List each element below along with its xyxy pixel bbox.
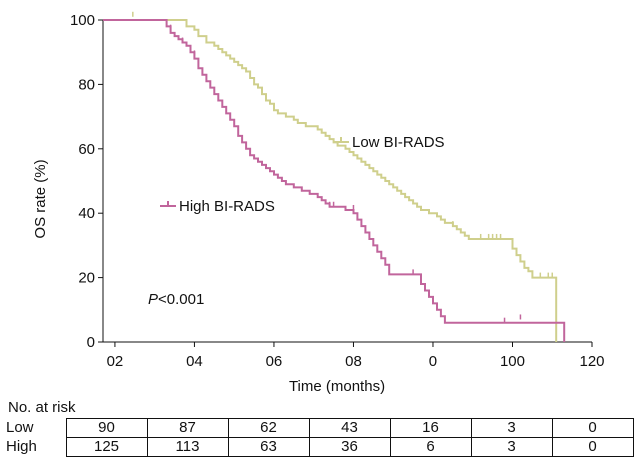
risk-cell: 87 — [146, 418, 229, 438]
x-ticks: 02 04 06 08 0 100 120 — [107, 342, 605, 370]
risk-cell: 113 — [146, 437, 229, 457]
series-layer — [103, 11, 566, 342]
risk-table-title: No. at risk — [8, 399, 76, 416]
risk-row-label: High — [6, 438, 37, 455]
x-tick-label: 0 — [429, 353, 437, 370]
risk-cell: 43 — [308, 418, 391, 438]
x-axis: 02 04 06 08 0 100 120 — [103, 341, 605, 370]
y-axis: 0 20 40 60 80 100 — [70, 12, 104, 351]
legend-low-label: Low BI-RADS — [352, 134, 445, 151]
risk-row-low: Low 90 87 62 43 16 3 0 — [0, 418, 634, 438]
p-value-italic: P — [148, 291, 158, 308]
y-ticks: 0 20 40 60 80 100 — [70, 12, 103, 351]
y-axis-title: OS rate (%) — [32, 159, 49, 238]
series-high-line — [103, 19, 566, 342]
y-tick-label: 80 — [78, 76, 95, 93]
legend-high-label: High BI-RADS — [179, 198, 275, 215]
series-low-line — [103, 19, 558, 342]
risk-cell: 16 — [389, 418, 472, 438]
risk-cell: 63 — [227, 437, 310, 457]
x-tick-label: 100 — [500, 353, 525, 370]
risk-cell: 3 — [470, 437, 553, 457]
risk-cell: 62 — [227, 418, 310, 438]
y-tick-label: 20 — [78, 270, 95, 287]
x-axis-title: Time (months) — [289, 378, 385, 395]
x-tick-label: 08 — [345, 353, 362, 370]
legend-high: High BI-RADS — [160, 198, 275, 215]
risk-row-label: Low — [6, 419, 34, 436]
risk-cell: 90 — [65, 418, 148, 438]
risk-cell: 3 — [470, 418, 553, 438]
x-tick-label: 04 — [186, 353, 203, 370]
risk-cell: 0 — [551, 437, 634, 457]
y-tick-label: 100 — [70, 12, 95, 29]
p-value-rest: <0.001 — [158, 291, 204, 308]
risk-table: Low 90 87 62 43 16 3 0 High 125 113 63 36 6 3 0 — [0, 418, 634, 457]
x-tick-label: 02 — [107, 353, 124, 370]
legend-low: Low BI-RADS — [333, 134, 445, 151]
risk-cell: 6 — [389, 437, 472, 457]
p-value-annotation: P<0.001 — [148, 291, 204, 308]
x-tick-label: 06 — [266, 353, 283, 370]
risk-table-body: Low 90 87 62 43 16 3 0 High 125 113 63 36 6 3 0 — [0, 418, 634, 457]
x-tick-label: 120 — [579, 353, 604, 370]
y-tick-label: 0 — [87, 334, 95, 351]
y-tick-label: 60 — [78, 141, 95, 158]
y-tick-label: 40 — [78, 205, 95, 222]
risk-cell: 36 — [308, 437, 391, 457]
risk-cell: 125 — [65, 437, 148, 457]
risk-cell: 0 — [551, 418, 634, 438]
risk-row-high: High 125 113 63 36 6 3 0 — [0, 437, 634, 457]
